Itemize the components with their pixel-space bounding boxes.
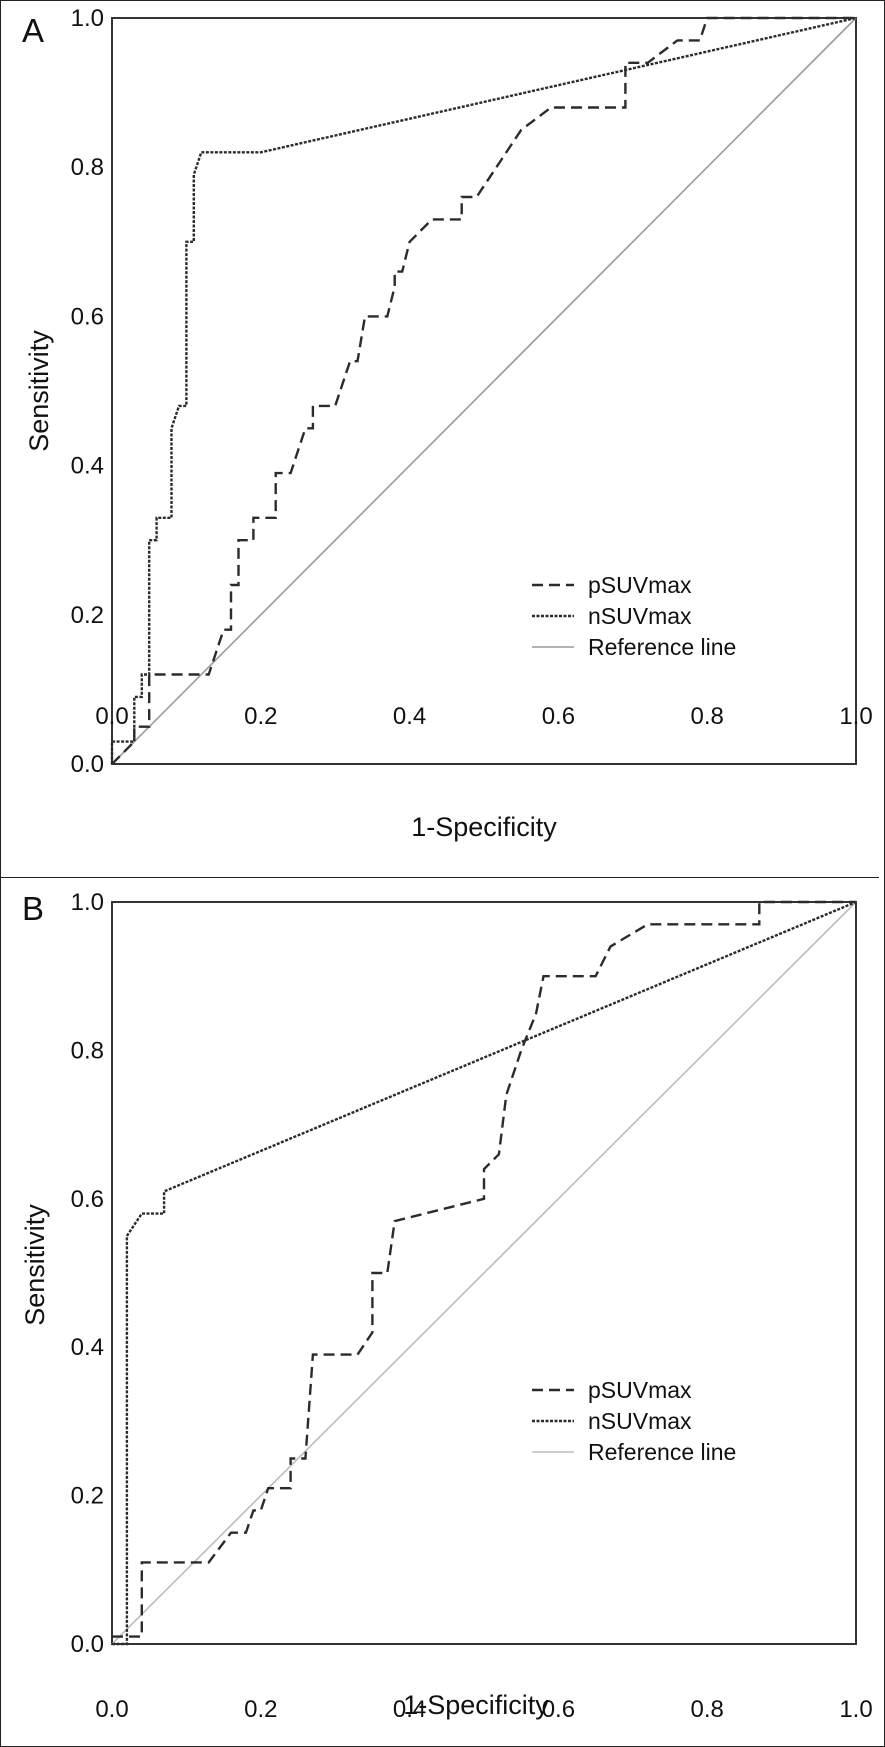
y-axis-title-b: Sensitivity xyxy=(20,1204,50,1326)
x-tick-label-a: 0.0 xyxy=(95,703,128,730)
legend-label-a: pSUVmax xyxy=(588,572,692,598)
plot-area-b xyxy=(111,901,857,1645)
x-tick-label-b: 0.2 xyxy=(244,1696,277,1723)
y-tick-label-a: 0.4 xyxy=(71,453,104,480)
roc-chart-b: B 0.0 0.2 0.4 0.6 0.8 1.0 0.0 0.2 0.4 0.6 0.8 1.0 1… xyxy=(20,889,873,1723)
y-tick-label-b: 0.2 xyxy=(71,1483,104,1510)
x-tick-label-a: 0.2 xyxy=(244,703,277,730)
x-axis-title-a: 1-Specificity xyxy=(411,812,557,842)
series-line-reference-line-a xyxy=(111,17,857,765)
legend-label-a: Reference line xyxy=(588,634,736,660)
x-tick-label-a: 0.6 xyxy=(542,703,575,730)
y-tick-label-a: 0.8 xyxy=(71,154,104,181)
x-tick-label-a: 0.4 xyxy=(393,703,426,730)
legend-label-b: nSUVmax xyxy=(588,1408,692,1434)
y-tick-label-a: 1.0 xyxy=(71,5,104,32)
x-tick-label-a: 1.0 xyxy=(839,703,872,730)
y-tick-label-b: 1.0 xyxy=(71,889,104,916)
y-tick-label-a: 0.0 xyxy=(71,751,104,778)
x-tick-label-b: 1.0 xyxy=(839,1696,872,1723)
y-tick-label-b: 0.4 xyxy=(71,1334,104,1361)
series-line-reference-line-b xyxy=(111,901,857,1645)
x-tick-label-b: 0.0 xyxy=(95,1696,128,1723)
panel-letter-b: B xyxy=(22,890,44,927)
x-tick-label-b: 0.8 xyxy=(691,1696,724,1723)
x-tick-label-a: 0.8 xyxy=(691,703,724,730)
legend-label-b: Reference line xyxy=(588,1439,736,1465)
plot-area-a xyxy=(111,17,857,765)
y-tick-label-a: 0.6 xyxy=(71,303,104,330)
panel-divider xyxy=(0,877,879,878)
legend-b: pSUVmax nSUVmax Reference line xyxy=(532,1377,736,1465)
y-tick-label-a: 0.2 xyxy=(71,602,104,629)
series-line-nsuvmax-b xyxy=(112,900,857,1646)
y-tick-label-b: 0.8 xyxy=(71,1037,104,1064)
x-tick-label-b: 0.4 xyxy=(393,1696,426,1723)
x-tick-label-b: 0.6 xyxy=(542,1696,575,1723)
y-tick-label-b: 0.6 xyxy=(71,1186,104,1213)
legend-label-b: pSUVmax xyxy=(588,1377,692,1403)
y-tick-label-b: 0.0 xyxy=(71,1631,104,1658)
legend-label-a: nSUVmax xyxy=(588,603,692,629)
y-axis-title-a: Sensitivity xyxy=(24,330,54,452)
series-line-psuvmax-b xyxy=(112,900,856,1638)
x-axis-title-b: 1-Specificity xyxy=(403,1690,549,1720)
series-line-psuvmax-a xyxy=(111,16,856,765)
series-line-nsuvmax-a xyxy=(110,16,857,764)
panel-letter-a: A xyxy=(22,12,44,49)
roc-chart-a: A 0.0 0.2 0.4 0.6 0.8 1.0 0.0 0.2 0.4 0.6 0.8 1.0 1… xyxy=(22,5,873,842)
legend-a: pSUVmax nSUVmax Reference line xyxy=(532,572,736,660)
